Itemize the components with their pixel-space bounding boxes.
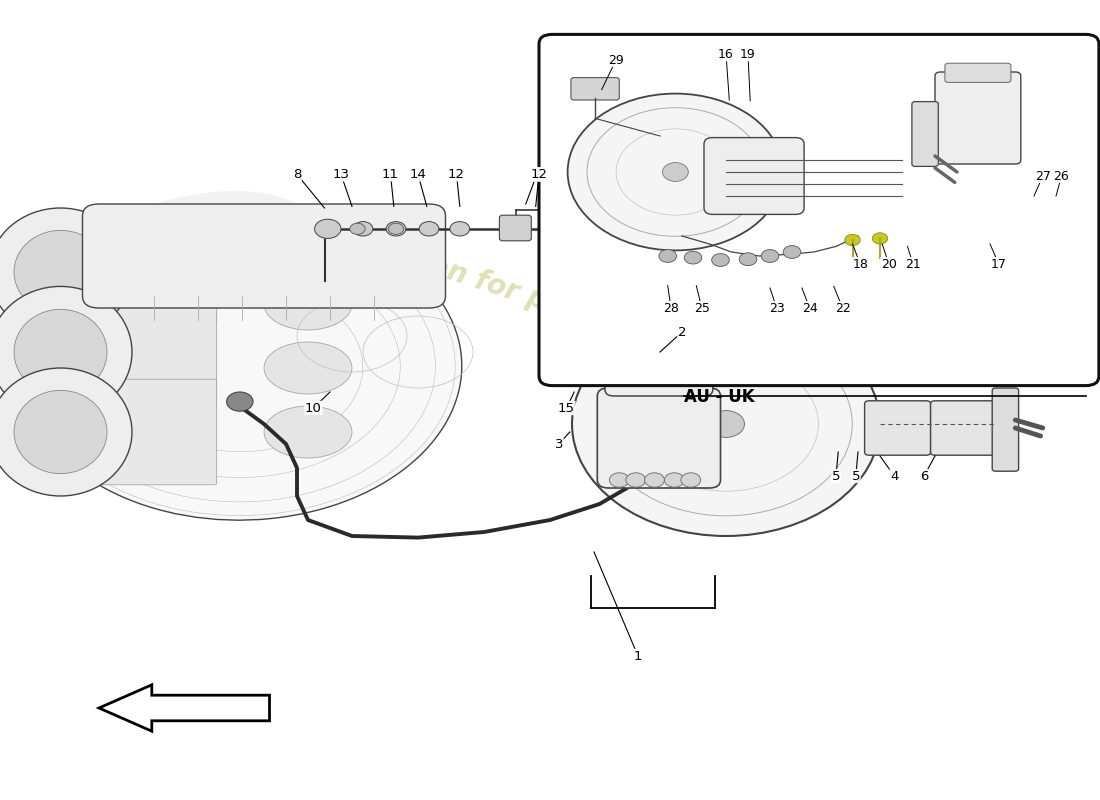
Text: 24: 24 (802, 302, 817, 314)
Ellipse shape (14, 390, 107, 474)
Text: a passion for parts since 1984: a passion for parts since 1984 (321, 218, 779, 390)
Text: 26: 26 (1054, 170, 1069, 182)
Text: 28: 28 (663, 302, 679, 314)
Text: 12: 12 (530, 168, 548, 181)
Ellipse shape (22, 216, 462, 520)
Text: 17: 17 (991, 258, 1006, 270)
Text: 29: 29 (608, 54, 624, 66)
Circle shape (572, 312, 880, 536)
Text: 27: 27 (1035, 170, 1050, 182)
Text: 4: 4 (890, 470, 899, 482)
Circle shape (845, 234, 860, 246)
Circle shape (684, 251, 702, 264)
Text: 16: 16 (718, 48, 734, 61)
FancyBboxPatch shape (58, 298, 217, 406)
Ellipse shape (632, 309, 685, 323)
Circle shape (645, 473, 664, 487)
Circle shape (872, 233, 888, 244)
Text: 5: 5 (851, 470, 860, 482)
Circle shape (450, 222, 470, 236)
Circle shape (609, 473, 629, 487)
Text: 14: 14 (409, 168, 427, 181)
FancyBboxPatch shape (499, 215, 531, 241)
Circle shape (761, 250, 779, 262)
Ellipse shape (14, 230, 107, 314)
FancyBboxPatch shape (945, 63, 1011, 82)
Circle shape (739, 253, 757, 266)
Text: 10: 10 (305, 402, 322, 414)
FancyBboxPatch shape (58, 379, 217, 485)
FancyBboxPatch shape (597, 388, 720, 488)
Text: 2: 2 (117, 186, 367, 534)
Text: 23: 23 (769, 302, 784, 314)
Text: 8: 8 (293, 168, 301, 181)
Text: 21: 21 (905, 258, 921, 270)
Circle shape (504, 221, 526, 237)
Ellipse shape (264, 278, 352, 330)
Ellipse shape (0, 208, 132, 336)
Text: 19: 19 (740, 48, 756, 61)
Circle shape (353, 222, 373, 236)
Circle shape (707, 410, 745, 438)
Ellipse shape (264, 406, 352, 458)
Ellipse shape (264, 342, 352, 394)
FancyArrow shape (99, 685, 270, 731)
FancyBboxPatch shape (58, 219, 217, 325)
Text: 3: 3 (554, 438, 563, 450)
Text: AU - UK: AU - UK (684, 388, 755, 406)
FancyBboxPatch shape (539, 34, 1099, 386)
Text: 15: 15 (558, 402, 575, 414)
Ellipse shape (0, 286, 132, 418)
Circle shape (315, 219, 341, 238)
Text: 22: 22 (835, 302, 850, 314)
Text: 20: 20 (881, 258, 896, 270)
Text: 1: 1 (634, 650, 642, 662)
Ellipse shape (14, 310, 107, 394)
FancyBboxPatch shape (704, 138, 804, 214)
Circle shape (659, 250, 676, 262)
Text: 5: 5 (832, 470, 840, 482)
Circle shape (419, 222, 439, 236)
FancyBboxPatch shape (605, 326, 713, 396)
Circle shape (549, 222, 569, 236)
Circle shape (662, 162, 689, 182)
Circle shape (712, 254, 729, 266)
FancyBboxPatch shape (992, 388, 1019, 471)
Circle shape (783, 246, 801, 258)
Text: 25: 25 (694, 302, 710, 314)
Text: 18: 18 (852, 258, 868, 270)
FancyBboxPatch shape (82, 204, 446, 308)
Circle shape (568, 94, 783, 250)
Circle shape (227, 392, 253, 411)
Circle shape (681, 473, 701, 487)
Text: 12: 12 (448, 168, 465, 181)
Ellipse shape (626, 322, 692, 339)
Circle shape (664, 473, 684, 487)
Text: 6: 6 (920, 470, 928, 482)
Circle shape (386, 222, 406, 236)
Circle shape (626, 473, 646, 487)
Circle shape (350, 223, 365, 234)
FancyBboxPatch shape (935, 72, 1021, 164)
FancyBboxPatch shape (931, 401, 997, 455)
Text: 2: 2 (678, 326, 686, 338)
FancyBboxPatch shape (571, 78, 619, 100)
Text: 11: 11 (382, 168, 399, 181)
Ellipse shape (0, 368, 132, 496)
Circle shape (388, 223, 404, 234)
Text: 13: 13 (332, 168, 350, 181)
Text: 7: 7 (532, 168, 541, 181)
FancyBboxPatch shape (865, 401, 931, 455)
FancyBboxPatch shape (912, 102, 938, 166)
